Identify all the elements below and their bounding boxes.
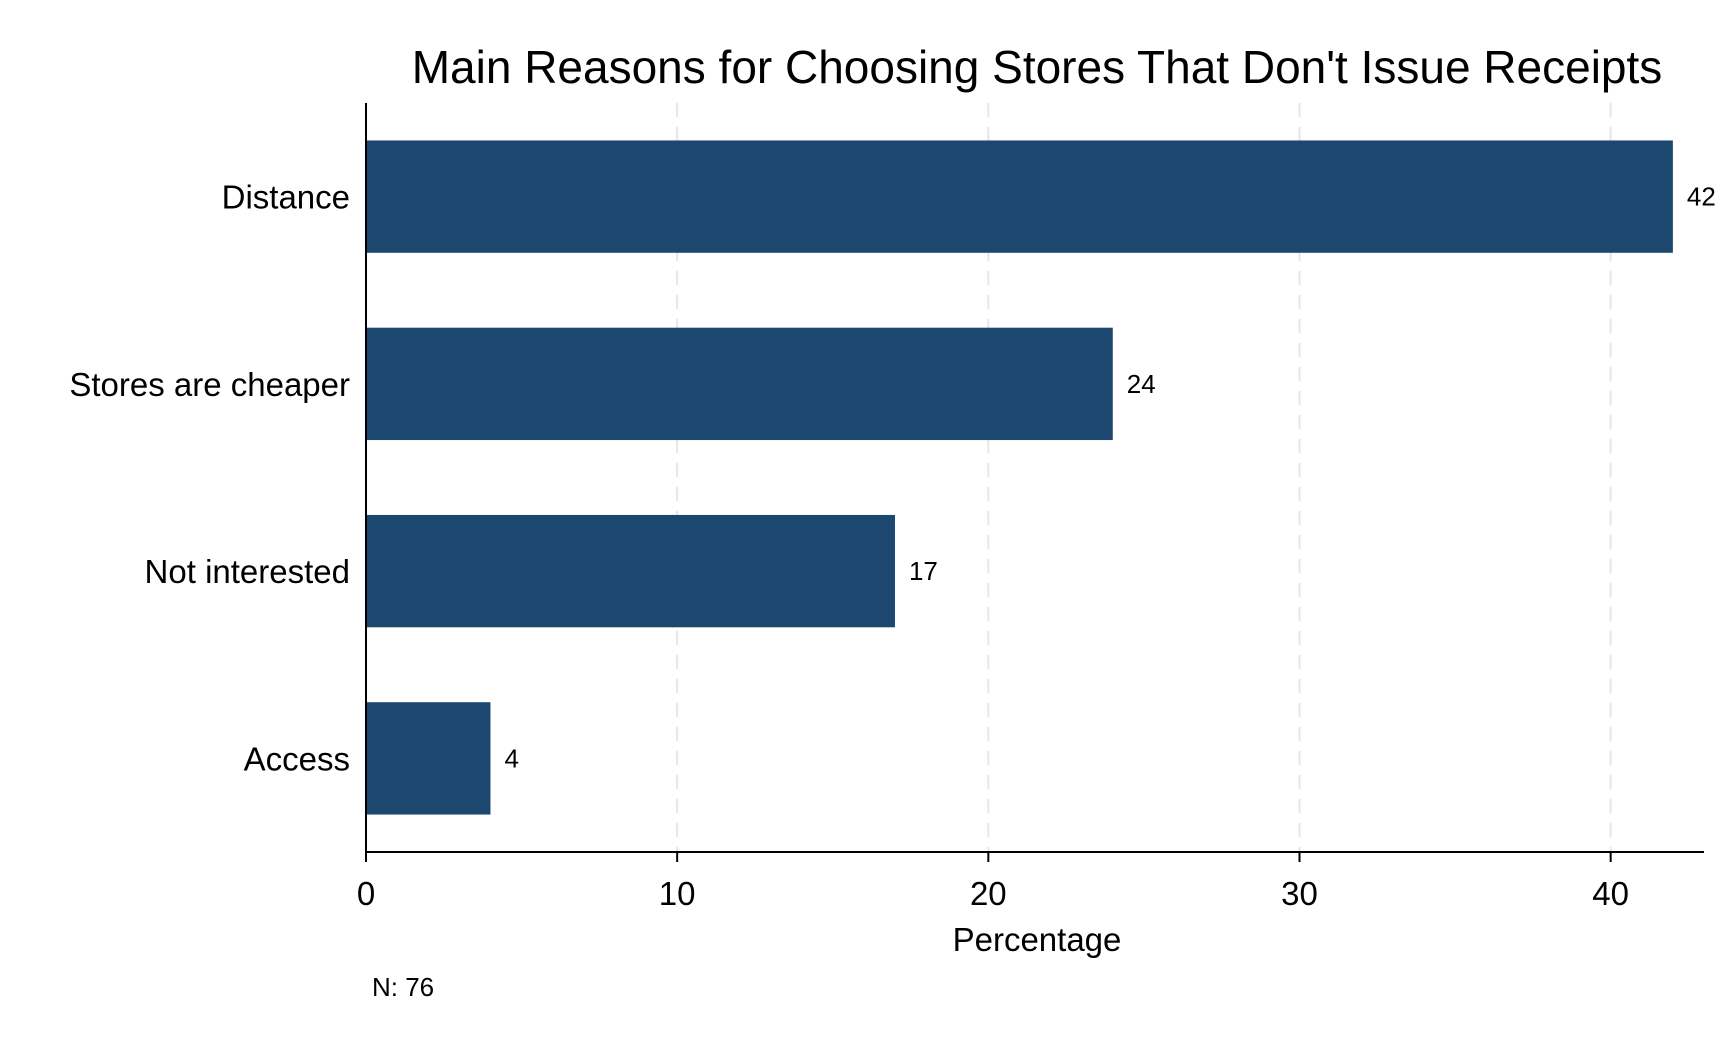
bar-not-interested [366, 514, 895, 628]
category-label-stores-are-cheaper: Stores are cheaper [69, 366, 350, 403]
category-label-access: Access [244, 740, 350, 777]
data-label-not-interested: 17 [909, 556, 938, 586]
x-tick-label-0: 0 [357, 875, 375, 912]
sample-size-note: N: 76 [372, 972, 434, 1002]
x-tick-label-40: 40 [1592, 875, 1629, 912]
bar-access [366, 702, 491, 815]
data-label-access: 4 [504, 743, 518, 773]
data-labels: 42 24 17 4 [504, 182, 1715, 774]
category-labels: Distance Stores are cheaper Not interested… [69, 179, 350, 778]
x-tick-label-10: 10 [659, 875, 696, 912]
x-tick-label-30: 30 [1281, 875, 1318, 912]
data-label-stores-are-cheaper: 24 [1127, 369, 1156, 399]
bar-distance [366, 140, 1673, 253]
category-label-not-interested: Not interested [145, 553, 350, 590]
bars [366, 140, 1673, 815]
category-label-distance: Distance [222, 179, 350, 216]
bar-stores-are-cheaper [366, 327, 1113, 441]
x-axis-ticks: 0 10 20 30 40 [357, 852, 1629, 912]
x-axis-title: Percentage [953, 921, 1122, 958]
x-tick-label-20: 20 [970, 875, 1007, 912]
chart-title: Main Reasons for Choosing Stores That Do… [412, 41, 1663, 93]
data-label-distance: 42 [1687, 182, 1716, 212]
